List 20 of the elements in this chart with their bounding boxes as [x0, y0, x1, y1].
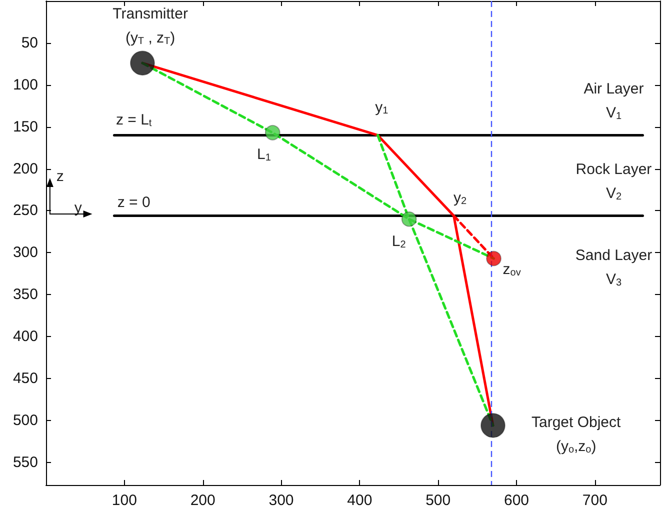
x-tick-label: 700 [582, 492, 608, 509]
y-tick-label: 100 [12, 76, 38, 94]
y-tick-label: 450 [12, 370, 38, 387]
y-tick-label: 550 [12, 454, 38, 471]
y-tick-label: 200 [12, 160, 38, 178]
y-tick-label: 50 [21, 34, 38, 52]
y-tick-label: 300 [12, 244, 38, 262]
y-tick-label: 400 [12, 328, 38, 346]
y-tick-label: 150 [12, 118, 38, 136]
x-tick-label: 300 [268, 492, 294, 509]
x-tick-label: 100 [112, 492, 137, 509]
y-tick-label: 350 [12, 286, 38, 304]
x-tick-label: 500 [426, 492, 451, 509]
x-tick-label: 400 [347, 492, 372, 509]
y-tick-label: 500 [12, 412, 38, 429]
x-tick-label: 200 [190, 492, 216, 509]
x-tick-label: 600 [504, 492, 530, 509]
annotation: z = 0 [117, 194, 150, 211]
annotation: z [56, 168, 64, 185]
y-tick-label: 250 [12, 202, 38, 220]
